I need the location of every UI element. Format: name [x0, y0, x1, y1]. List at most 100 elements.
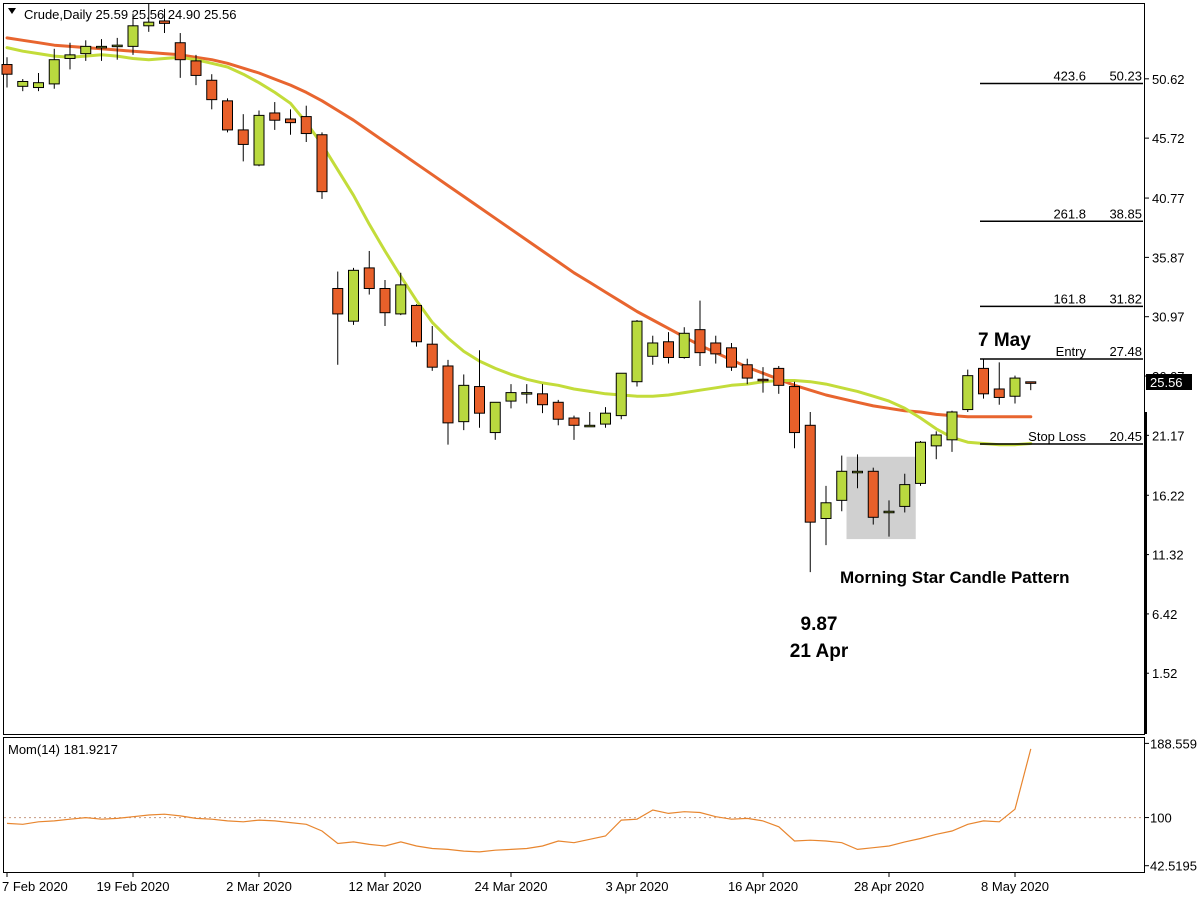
candle-body-bearish [190, 60, 202, 76]
candle [17, 79, 29, 92]
candle-body-bearish [552, 401, 564, 420]
fib-level-value: 50.23 [1109, 69, 1142, 84]
candle [127, 13, 139, 55]
candle-body-bearish [804, 424, 816, 523]
fib-level: 423.6 50.23 [980, 69, 1143, 85]
y-tick-label: 35.87 [1152, 250, 1185, 265]
candle [883, 500, 895, 537]
candle [647, 335, 659, 365]
candle-body-bearish [757, 378, 769, 382]
candle-body-bearish [978, 367, 989, 395]
fib-level: Entry 27.48 [980, 344, 1143, 360]
candle [600, 407, 611, 428]
candle-body-bullish [962, 375, 974, 411]
candle-body-bearish [474, 386, 485, 414]
candle [96, 39, 107, 61]
y-tick-label: 11.32 [1152, 548, 1184, 563]
candle [111, 37, 123, 60]
candle [789, 381, 800, 449]
candle [552, 399, 564, 426]
candle [978, 358, 989, 399]
candle [741, 358, 753, 385]
annotation-low-value: 9.87 [801, 614, 838, 635]
fib-level-ratio: Entry [1056, 344, 1087, 359]
candle [521, 384, 533, 404]
candle [379, 280, 391, 327]
y-tick-label: 6.42 [1152, 607, 1177, 622]
momentum-line [6, 748, 1032, 853]
annotation-high-date: 7 May [978, 330, 1031, 351]
candle [1009, 375, 1021, 404]
fib-level: 261.8 38.85 [980, 206, 1143, 223]
x-tick-label: 2 Mar 2020 [226, 879, 292, 894]
candle [80, 40, 92, 61]
candle-body-bearish [332, 287, 344, 315]
moving-average-slow-line [5, 36, 1033, 419]
candle-body-bearish [789, 386, 800, 434]
x-tick-label: 28 Apr 2020 [854, 879, 924, 894]
candle [363, 250, 375, 295]
candle-body-bullish [946, 411, 958, 441]
y-tick-label: 1.52 [1152, 666, 1177, 681]
candle [48, 48, 60, 89]
x-tick-label: 8 May 2020 [981, 879, 1049, 894]
candle-body-bearish [537, 393, 548, 406]
candle-body-bullish [836, 470, 848, 501]
candle [222, 98, 233, 133]
current-price-tag [1146, 374, 1192, 390]
candle-body-bullish [127, 25, 139, 47]
candle-body-bearish [300, 116, 312, 135]
candle-body-bullish [64, 54, 76, 59]
candle [631, 319, 643, 387]
candle-body-bullish [17, 80, 29, 87]
x-tick-label: 12 Mar 2020 [349, 879, 422, 894]
candle-body-bullish [647, 342, 659, 357]
candle [757, 367, 769, 393]
candle-body-bearish [316, 134, 328, 193]
candle [694, 300, 706, 366]
candle-body-bullish [505, 392, 517, 402]
candle-body-bullish [615, 372, 627, 417]
fib-level-value: 27.48 [1109, 344, 1142, 359]
candle-body-bearish [363, 267, 375, 289]
fib-level-ratio: 423.6 [1053, 69, 1086, 84]
candle-body-bearish [379, 287, 391, 314]
x-tick-label: 24 Mar 2020 [475, 879, 548, 894]
candle [678, 327, 690, 359]
fib-level: 161.8 31.82 [980, 291, 1143, 308]
candle [285, 109, 296, 135]
candle-body-bullish [852, 470, 863, 474]
candle-body-bearish [1025, 381, 1037, 384]
candle-body-bullish [899, 484, 911, 507]
candle-body-bullish [80, 45, 92, 55]
candle-body-bearish [867, 470, 879, 518]
candle-body-bearish [237, 129, 249, 145]
candle-body-bearish [993, 388, 1005, 398]
candle-body-bullish [678, 332, 690, 358]
candle-body-bullish [631, 320, 643, 383]
candle [395, 272, 407, 316]
y-tick-label: 21.17 [1152, 428, 1185, 443]
candle-body-bullish [96, 45, 107, 49]
candle-body-bearish [710, 342, 722, 355]
candle [1, 57, 13, 88]
momentum-y-tick-label: 42.5195 [1150, 859, 1197, 874]
momentum-y-tick-label: 100 [1150, 811, 1172, 826]
momentum-y-tick-label: 188.559 [1150, 736, 1197, 751]
candle-body-bearish [269, 112, 281, 121]
candle-body-bearish [773, 367, 785, 386]
candle-body-bullish [348, 269, 359, 322]
current-price-label: 25.56 [1150, 375, 1183, 390]
candle [316, 132, 328, 199]
candle [33, 73, 44, 92]
candle-body-bearish [568, 417, 580, 426]
candle [615, 372, 627, 420]
candle-body-bearish [694, 329, 706, 354]
candle [867, 467, 879, 525]
candle [458, 374, 470, 431]
candle [442, 359, 454, 445]
y-tick-label: 50.62 [1152, 72, 1185, 87]
candle [852, 454, 863, 489]
candle [190, 54, 202, 86]
annotation-low-date: 21 Apr [790, 641, 849, 662]
